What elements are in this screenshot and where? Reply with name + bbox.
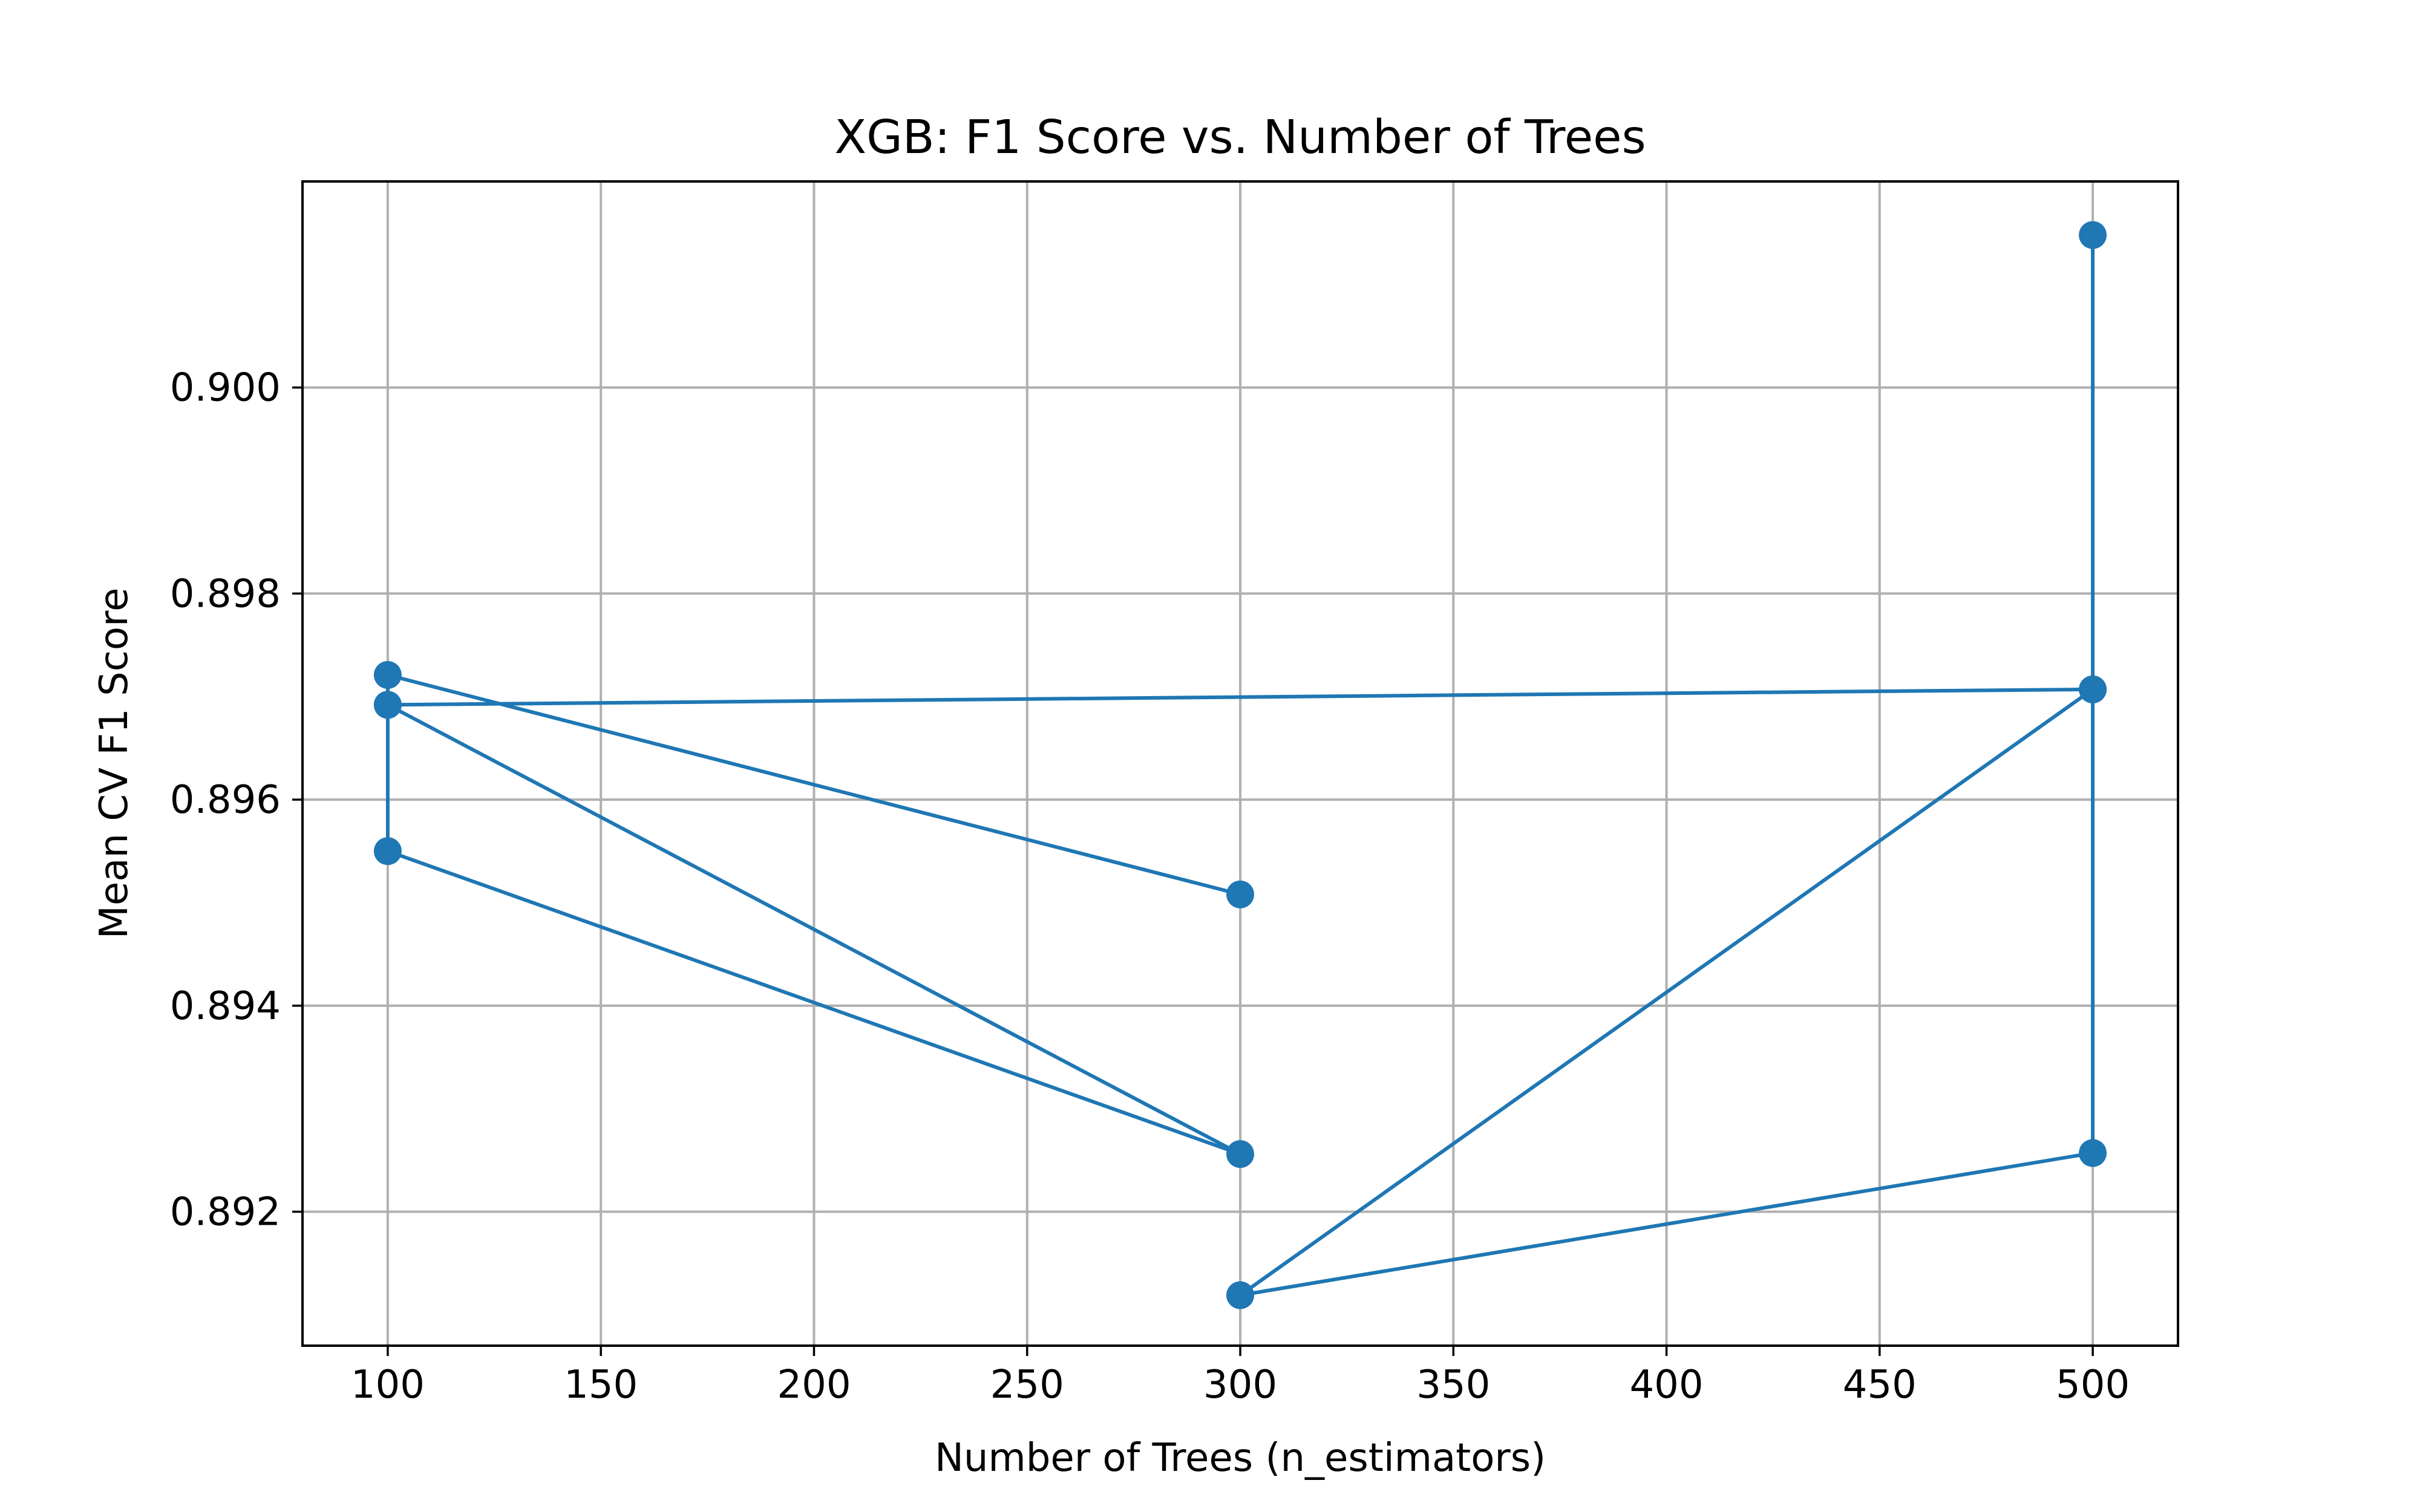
x-tick-label: 200: [777, 1363, 851, 1407]
x-tick-label: 250: [990, 1363, 1064, 1407]
data-point: [1226, 1281, 1254, 1309]
data-point: [373, 660, 402, 689]
data-point: [373, 691, 402, 719]
y-tick-label: 0.896: [170, 778, 281, 823]
x-tick-label: 500: [2056, 1363, 2130, 1407]
chart-title: XGB: F1 Score vs. Number of Trees: [834, 111, 1646, 165]
data-point: [2079, 675, 2107, 703]
x-tick-label: 150: [564, 1363, 638, 1407]
y-tick-label: 0.894: [170, 984, 281, 1029]
data-point: [373, 837, 402, 865]
x-tick-label: 100: [351, 1363, 425, 1407]
x-tick-label: 300: [1203, 1363, 1277, 1407]
data-point: [2079, 1139, 2107, 1167]
axis-ticks: 100 150 200 250 300 350 400 450 500 0.892 0.894 0.8…: [170, 366, 2130, 1407]
x-tick-label: 350: [1416, 1363, 1490, 1407]
data-point: [1226, 1140, 1254, 1168]
y-tick-label: 0.892: [170, 1190, 281, 1235]
x-tick-label: 400: [1629, 1363, 1703, 1407]
data-point: [1226, 880, 1254, 908]
data-point: [2079, 221, 2107, 249]
x-tick-label: 450: [1843, 1363, 1917, 1407]
series: [373, 221, 2107, 1309]
y-tick-label: 0.898: [170, 572, 281, 616]
grid: [302, 181, 2178, 1346]
x-axis-title: Number of Trees (n_estimators): [935, 1436, 1546, 1481]
y-axis-title: Mean CV F1 Score: [92, 588, 137, 939]
y-tick-label: 0.900: [170, 366, 281, 411]
